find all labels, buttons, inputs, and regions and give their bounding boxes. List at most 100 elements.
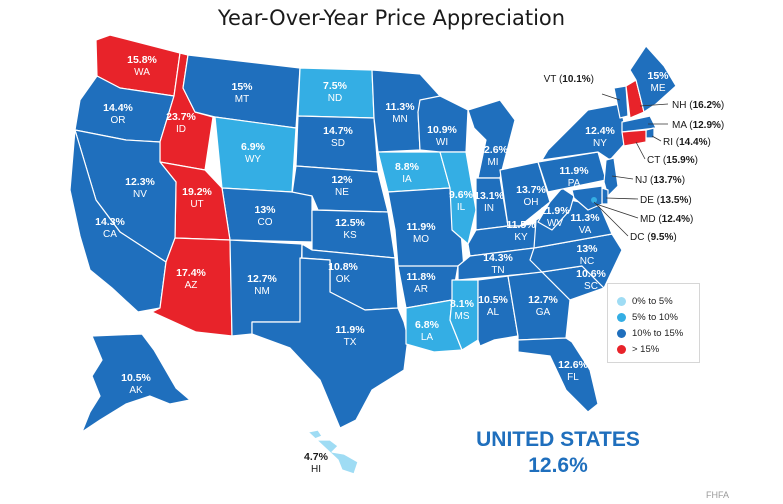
legend-swatch <box>617 312 626 322</box>
source-credit: FHFA <box>706 490 730 500</box>
state-abbr: AZ <box>185 280 198 291</box>
state-value: 11.3% <box>570 212 600 224</box>
state-abbr: NY <box>593 138 607 149</box>
state-abbr: NC <box>580 256 594 267</box>
state-abbr: ME <box>651 83 666 94</box>
state-value: 10.6% <box>576 268 606 280</box>
state-label-ok: 10.8% OK <box>328 261 358 285</box>
state-label-mn: 11.3% MN <box>385 101 415 125</box>
state-value: 17.4% <box>176 267 206 279</box>
state-abbr: MO <box>413 234 429 245</box>
state-label-ak: 10.5% AK <box>121 372 151 396</box>
state-callout-ct: CT (15.9%) <box>647 155 698 166</box>
state-abbr: RI ( <box>663 137 680 148</box>
legend-label: 5% to 10% <box>632 311 678 323</box>
state-label-tx: 11.9% TX <box>335 324 365 348</box>
state-value: 13.7% <box>516 184 546 196</box>
state-abbr: TX <box>344 337 357 348</box>
state-value: 10.9% <box>427 124 457 136</box>
state-value: 8.1% <box>450 298 475 310</box>
state-label-la: 6.8% LA <box>415 319 440 343</box>
state-abbr: GA <box>536 307 551 318</box>
state-value: 12.6% <box>558 359 588 371</box>
state-value: 15.8% <box>127 54 157 66</box>
state-value: 11.9% <box>540 205 570 217</box>
national-label: UNITED STATES <box>476 428 640 451</box>
state-abbr: IL <box>457 202 466 213</box>
state-abbr: NJ ( <box>635 175 654 186</box>
state-value: 13.7% <box>653 175 681 186</box>
state-value: 11.8% <box>406 271 436 283</box>
state-abbr: OH <box>524 197 539 208</box>
state-abbr: SD <box>331 138 345 149</box>
legend: 0% to 5% 5% to 10% 10% to 15% > 15% <box>607 283 700 363</box>
state-value: 12.7% <box>528 294 558 306</box>
state-abbr: KS <box>343 230 357 241</box>
state-abbr: AR <box>414 284 428 295</box>
national-value: 12.6% <box>528 454 588 477</box>
state-value: 12% <box>331 174 353 186</box>
state-label-oh: 13.7% OH <box>516 184 546 208</box>
state-abbr: WV <box>547 218 563 229</box>
state-label-nc: 13% NC <box>576 243 598 267</box>
state-abbr: LA <box>421 332 434 343</box>
state-abbr: PA <box>568 178 581 189</box>
state-abbr: MT <box>235 94 249 105</box>
state-abbr: NV <box>133 189 147 200</box>
state-label-nm: 12.7% NM <box>247 273 277 297</box>
state-label-me: 15% ME <box>647 70 669 94</box>
callout-leader-line <box>635 141 646 160</box>
state-label-sd: 14.7% SD <box>323 125 353 149</box>
state-value: 12.4% <box>585 125 615 137</box>
state-value: 10.5% <box>121 372 151 384</box>
state-value: 11.9% <box>406 221 436 233</box>
state-de <box>601 187 609 205</box>
state-ma <box>621 115 657 133</box>
state-ct <box>621 129 647 147</box>
state-az <box>151 237 233 337</box>
state-value: 13% <box>576 243 598 255</box>
state-label-ga: 12.7% GA <box>528 294 558 318</box>
state-value: 12.6% <box>478 144 508 156</box>
state-abbr: MA ( <box>672 120 693 131</box>
state-abbr: DC ( <box>630 232 651 243</box>
state-value: 12.9% <box>693 120 721 131</box>
state-dc <box>591 197 597 203</box>
state-label-id: 23.7% ID <box>166 111 196 135</box>
callout-leader-line <box>639 103 669 107</box>
state-abbr: KY <box>514 232 528 243</box>
state-value: 6.8% <box>415 319 440 331</box>
state-abbr: OR <box>111 115 126 126</box>
state-abbr: MI <box>487 157 498 168</box>
state-label-al: 10.5% AL <box>478 294 508 318</box>
state-label-nd: 7.5% ND <box>323 80 348 104</box>
state-value: 12.4% <box>662 214 690 225</box>
state-abbr: NE <box>335 187 349 198</box>
state-nj <box>603 157 619 197</box>
state-abbr: NM <box>254 286 270 297</box>
state-label-il: 9.6% IL <box>449 189 474 213</box>
state-me <box>629 45 677 113</box>
callout-leader-line <box>651 135 662 142</box>
state-abbr: WY <box>245 154 261 165</box>
legend-item: 10% to 15% <box>617 325 699 341</box>
state-abbr: TN <box>491 265 504 276</box>
state-abbr: AK <box>129 385 143 396</box>
state-value: 9.6% <box>449 189 474 201</box>
legend-label: 0% to 5% <box>632 295 673 307</box>
state-label-ar: 11.8% AR <box>406 271 436 295</box>
state-value: 14.7% <box>323 125 353 137</box>
state-nc <box>529 233 623 289</box>
map-title: Year-Over-Year Price Appreciation <box>217 6 566 30</box>
state-value: 11.3% <box>385 101 415 113</box>
state-value: 16.2% <box>693 100 721 111</box>
callout-leader-line <box>593 201 629 237</box>
state-callout-ri: RI (14.4%) <box>663 137 711 148</box>
state-label-or: 14.4% OR <box>103 102 133 126</box>
state-ca <box>69 129 167 313</box>
state-value: 11.9% <box>335 324 365 336</box>
state-abbr: WI <box>436 137 448 148</box>
legend-label: > 15% <box>632 343 660 355</box>
state-label-wv: 11.9% WV <box>540 205 570 229</box>
